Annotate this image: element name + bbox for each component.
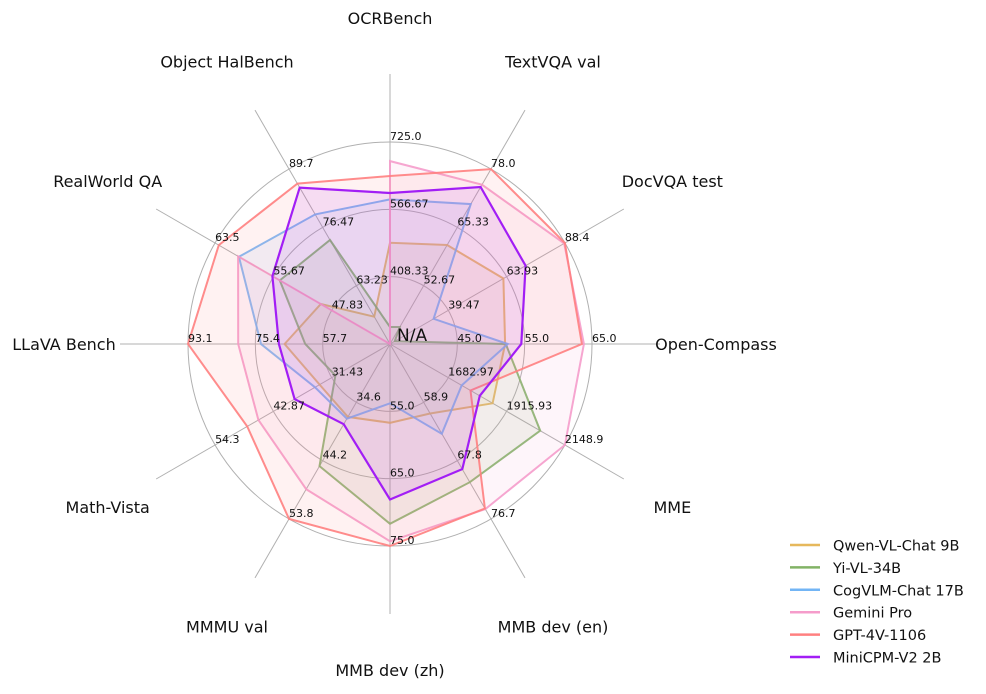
- tick-label: 63.93: [507, 265, 539, 278]
- axis-label: OCRBench: [348, 9, 433, 28]
- tick-label: 55.0: [525, 332, 550, 345]
- tick-label: 1915.93: [507, 399, 553, 412]
- tick-label: 93.1: [188, 332, 213, 345]
- axis-label: MME: [653, 498, 691, 517]
- legend-label: Gemini Pro: [833, 606, 912, 622]
- tick-label: 1682.97: [448, 366, 494, 379]
- tick-label: 78.0: [491, 157, 516, 170]
- tick-label: 725.0: [390, 130, 422, 143]
- tick-label: 75.4: [255, 332, 279, 345]
- tick-label: 42.87: [273, 399, 305, 412]
- tick-label: 39.47: [448, 298, 480, 311]
- legend-label: Qwen-VL-Chat 9B: [833, 539, 959, 555]
- tick-label: 65.0: [592, 332, 617, 345]
- tick-label: 89.7: [289, 157, 314, 170]
- tick-label: 2148.9: [565, 433, 604, 446]
- tick-label: 63.23: [356, 274, 388, 287]
- tick-label: 58.9: [424, 390, 449, 403]
- tick-label: 65.0: [390, 467, 415, 480]
- tick-label: 408.33: [390, 265, 429, 278]
- tick-label: 76.7: [491, 507, 516, 520]
- axis-label: Math-Vista: [66, 498, 150, 517]
- tick-label: 53.8: [289, 507, 314, 520]
- axis-label: MMB dev (zh): [335, 661, 444, 680]
- tick-label: 67.8: [457, 449, 482, 462]
- tick-label: 54.3: [215, 433, 240, 446]
- tick-label: 76.47: [323, 215, 355, 228]
- tick-label: 31.43: [332, 366, 364, 379]
- axis-label: DocVQA test: [622, 172, 723, 191]
- legend-label: MiniCPM-V2 2B: [833, 651, 941, 667]
- axis-label: TextVQA val: [504, 53, 601, 72]
- tick-label: 34.6: [356, 390, 381, 403]
- axis-label: RealWorld QA: [53, 172, 162, 191]
- tick-label: 57.7: [323, 332, 348, 345]
- legend-label: GPT-4V-1106: [833, 628, 926, 644]
- axis-label: Object HalBench: [160, 53, 293, 72]
- tick-label: 88.4: [565, 231, 590, 244]
- legend-label: CogVLM-Chat 17B: [833, 583, 964, 599]
- tick-label: 566.67: [390, 197, 429, 210]
- center-label: N/A: [397, 326, 427, 346]
- tick-label: 75.0: [390, 534, 415, 547]
- axis-label: LLaVA Bench: [12, 335, 115, 354]
- tick-label: 55.67: [273, 265, 305, 278]
- tick-label: 55.0: [390, 399, 415, 412]
- legend-label: Yi-VL-34B: [832, 561, 901, 577]
- axis-label: MMB dev (en): [498, 617, 609, 636]
- tick-label: 65.33: [457, 215, 489, 228]
- tick-label: 44.2: [323, 449, 348, 462]
- axis-label: Open-Compass: [655, 335, 777, 354]
- tick-label: 47.83: [332, 298, 364, 311]
- axis-label: MMMU val: [186, 617, 268, 636]
- tick-label: 45.0: [457, 332, 482, 345]
- tick-label: 63.5: [215, 231, 240, 244]
